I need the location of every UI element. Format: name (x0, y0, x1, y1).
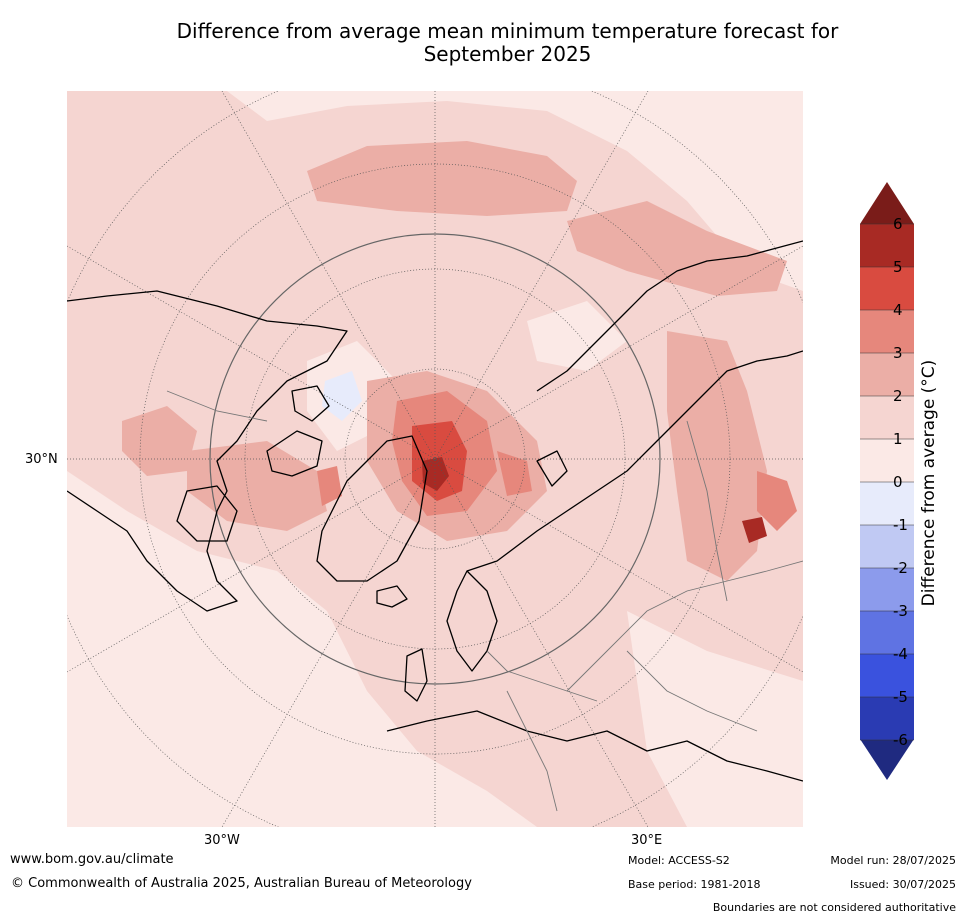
greenland-coastline (316, 435, 428, 582)
anomaly-5to6-region (422, 457, 449, 491)
novaya-zemlya-coastline (536, 450, 568, 487)
colorbar-band-m5tom4 (860, 654, 914, 697)
country-border (566, 560, 803, 692)
colorbar-tick-label: -6 (893, 731, 908, 749)
map-title: Difference from average mean minimum tem… (0, 20, 965, 66)
colorbar-tick-label: 2 (893, 387, 903, 405)
title-line-2: September 2025 (423, 42, 592, 66)
colorbar-band-m6tom5 (860, 697, 914, 740)
arctic-archipelago-coastline (266, 430, 323, 477)
country-border (166, 390, 268, 422)
website-text: www.bom.gov.au/climate (10, 852, 174, 867)
colorbar-band-m4tom3 (860, 611, 914, 654)
country-borders (166, 390, 803, 812)
colorbar-tick-label: 3 (893, 344, 903, 362)
anomaly-3to4-region (497, 451, 532, 496)
anomaly-2to3-region (187, 441, 327, 531)
latitude-circle (344, 368, 526, 550)
longitude-label-30w: 30°W (204, 833, 240, 848)
base-period-text: Base period: 1981-2018 (628, 878, 761, 891)
colorbar-upper-extension (860, 182, 914, 224)
colorbar-tick-label: -5 (893, 688, 908, 706)
colorbar-tick-label: -2 (893, 559, 908, 577)
anomaly-minus1to0-region (322, 371, 362, 421)
colorbar-tick-label: 4 (893, 301, 903, 319)
anomaly-0to1-region (227, 91, 803, 291)
colorbar-band-m2tom1 (860, 525, 914, 568)
eurasia-coastline (536, 240, 803, 392)
uk-coastline (404, 648, 428, 702)
anomaly-0to1-region (67, 471, 537, 827)
model-run-text: Model run: 28/07/2025 (830, 854, 956, 867)
anomaly-5to6-region (742, 517, 767, 543)
colorbar-band-m3tom2 (860, 568, 914, 611)
latitude-label-30n: 30°N (25, 452, 58, 467)
eurasia-coastline (466, 350, 803, 572)
hudson-bay-coastline (176, 485, 238, 542)
anomaly-2to3-region (667, 331, 767, 581)
europe-coastline (386, 710, 803, 782)
colorbar-tick-label: 5 (893, 258, 903, 276)
arctic-archipelago-coastline (291, 385, 330, 422)
colorbar-tick-label: 0 (893, 473, 903, 491)
colorbar-tick-label: -4 (893, 645, 908, 663)
colorbar-tick-label: 1 (893, 430, 903, 448)
meridian-line (221, 91, 649, 827)
meridian-line (221, 91, 649, 827)
colorbar-band-3to4 (860, 310, 914, 353)
title-line-1: Difference from average mean minimum tem… (176, 19, 839, 43)
model-text: Model: ACCESS-S2 (628, 854, 730, 867)
scandinavia-coastline (446, 570, 498, 672)
meridian-line (67, 245, 803, 673)
anomaly-3to4-region (317, 466, 342, 506)
meridian-line (67, 245, 803, 673)
anomaly-2to3-region (567, 201, 787, 296)
disclaimer-text: Boundaries are not considered authoritat… (712, 901, 956, 914)
iceland-coastline (376, 585, 408, 608)
issued-text: Issued: 30/07/2025 (849, 878, 956, 891)
colorbar-tick-label: 6 (893, 215, 903, 233)
copyright-text: © Commonwealth of Australia 2025, Austra… (11, 876, 472, 891)
anomaly-3to4-region (757, 471, 797, 531)
colorbar-tick-label: -1 (893, 516, 908, 534)
colorbar-band-4to5 (860, 267, 914, 310)
north-america-coastline (67, 290, 348, 612)
anomaly-2to3-region (307, 141, 577, 216)
colorbar-band-5to6 (860, 224, 914, 267)
colorbar-band-2to3 (860, 353, 914, 396)
colorbar-band-0to1 (860, 439, 914, 482)
anomaly-0to1-region (627, 611, 803, 827)
country-border (486, 650, 598, 702)
colorbar-lower-extension (860, 739, 914, 780)
graticule (67, 91, 803, 827)
country-border (626, 650, 758, 732)
colorbar-tick-label: -3 (893, 602, 908, 620)
anomaly-0to1-region (527, 301, 627, 371)
colorbar-band-1to2 (860, 396, 914, 439)
longitude-label-30e: 30°E (631, 833, 663, 848)
forecast-map[interactable] (67, 91, 803, 827)
anomaly-2to3-region (122, 406, 197, 476)
country-border (506, 690, 558, 812)
arctic-circle (209, 233, 661, 685)
coastlines (67, 240, 803, 782)
colorbar-label: Difference from average (°C) (919, 359, 939, 607)
colorbar-label-wrapper: Difference from average (°C) (917, 333, 941, 633)
country-border (686, 420, 728, 602)
colorbar: 6 5 4 3 2 1 0 -1 -2 -3 -4 -5 -6 (858, 182, 964, 782)
colorbar-band-m1to0 (860, 482, 914, 525)
